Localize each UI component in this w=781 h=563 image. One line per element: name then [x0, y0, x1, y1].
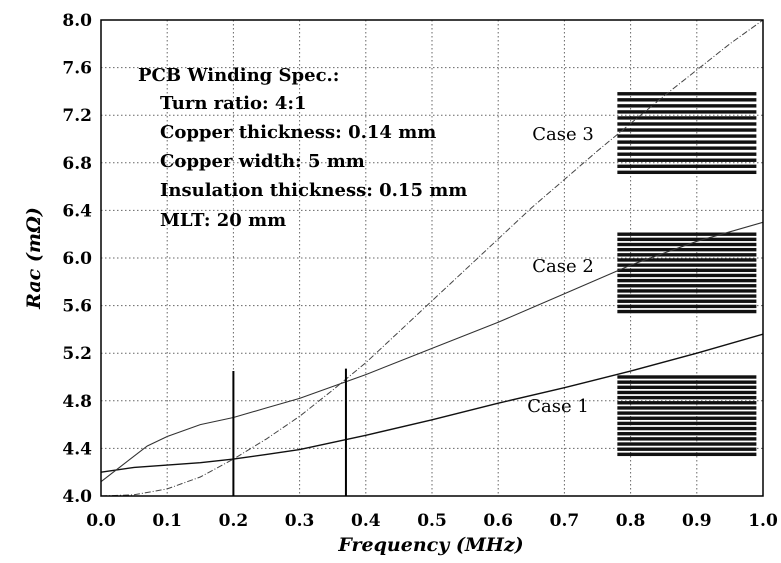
winding-layer: [617, 294, 757, 298]
winding-layer: [617, 164, 757, 168]
y-tick-label: 5.6: [62, 297, 92, 317]
x-tick-label: 0.0: [86, 511, 116, 531]
winding-layer: [617, 140, 757, 144]
winding-layer: [617, 375, 757, 379]
winding-layer: [617, 390, 757, 395]
marker-lines: [232, 368, 347, 496]
winding-layer: [617, 128, 757, 132]
winding-layer: [617, 152, 757, 156]
x-tick-label: 0.1: [152, 511, 182, 531]
winding-layer: [617, 232, 757, 236]
winding-layer: [617, 406, 757, 410]
winding-layer: [617, 304, 757, 309]
winding-layer: [617, 426, 757, 431]
case-label: Case 2: [532, 256, 594, 277]
winding-layer: [617, 146, 757, 150]
y-tick-label: 4.4: [62, 439, 92, 459]
winding-layer: [617, 421, 757, 426]
winding-layer: [617, 253, 757, 257]
winding-layer: [617, 380, 757, 384]
x-tick-label: 0.4: [351, 511, 381, 531]
winding-layer: [617, 416, 757, 420]
y-tick-label: 5.2: [62, 344, 92, 364]
x-tick-label: 0.3: [285, 511, 315, 531]
winding-layer: [617, 447, 757, 451]
winding-layer: [617, 122, 757, 126]
spec-title: PCB Winding Spec.:: [138, 65, 339, 86]
spec-line: Copper width: 5 mm: [160, 151, 365, 172]
x-tick-label: 0.9: [682, 511, 712, 531]
winding-layer: [617, 284, 757, 288]
x-tick-label: 0.2: [219, 511, 249, 531]
y-tick-label: 7.2: [62, 106, 92, 126]
spec-line: Copper thickness: 0.14 mm: [160, 122, 436, 143]
winding-layer: [617, 263, 757, 267]
x-tick-label: 0.5: [417, 511, 447, 531]
winding-layer: [617, 116, 757, 120]
y-tick-label: 4.0: [62, 487, 92, 507]
y-tick-label: 8.0: [62, 11, 92, 31]
winding-layer: [617, 452, 757, 457]
winding-layer: [617, 268, 757, 272]
winding-layer: [617, 158, 757, 162]
winding-layer: [617, 442, 757, 446]
x-tick-label: 0.8: [616, 511, 646, 531]
x-axis-label: Frequency (MHz): [337, 534, 523, 556]
winding-stacks: [617, 92, 757, 457]
winding-layer: [617, 110, 757, 114]
x-tick-label: 1.0: [748, 511, 778, 531]
winding-layer: [617, 309, 757, 314]
winding-layer: [617, 104, 757, 108]
y-tick-label: 6.8: [62, 154, 92, 174]
case-label: Case 3: [532, 124, 594, 145]
spec-line: Insulation thickness: 0.15 mm: [160, 180, 467, 201]
winding-layer: [617, 92, 757, 96]
winding-layer: [617, 273, 757, 278]
spec-line: Turn ratio: 4:1: [160, 93, 307, 114]
winding-layer: [617, 437, 757, 441]
winding-layer: [617, 401, 757, 405]
y-tick-label: 6.4: [62, 201, 92, 221]
series-lines: [100, 19, 764, 497]
spec-box: PCB Winding Spec.: Turn ratio: 4:1 Coppe…: [138, 65, 467, 231]
series-line-case-2: [100, 221, 764, 483]
y-tick-label: 4.8: [62, 392, 92, 412]
winding-layer: [617, 411, 757, 415]
series-line-case-1: [100, 333, 764, 473]
winding-layer: [617, 258, 757, 262]
x-tick-labels: 0.0 0.1 0.2 0.3 0.4 0.5 0.6 0.7 0.8 0.9 1.0: [86, 511, 778, 531]
y-tick-labels: 4.0 4.4 4.8 5.2 5.6 6.0 6.4 6.8 7.2 7.6 8.0: [62, 11, 92, 507]
winding-layer: [617, 395, 757, 400]
winding-layer: [617, 247, 757, 252]
case-labels: Case 1 Case 2 Case 3: [527, 124, 594, 417]
plot-frame: [100, 19, 764, 497]
winding-layer: [617, 237, 757, 242]
winding-layer: [617, 170, 757, 175]
winding-layer: [617, 134, 757, 138]
x-tick-label: 0.6: [483, 511, 513, 531]
winding-layer: [617, 98, 757, 102]
winding-layer: [617, 385, 757, 390]
case-label: Case 1: [527, 396, 589, 417]
winding-layer: [617, 278, 757, 283]
winding-layer: [617, 299, 757, 303]
y-tick-label: 6.0: [62, 249, 92, 269]
x-tick-label: 0.7: [550, 511, 580, 531]
y-axis-label: Rac (mΩ): [23, 207, 45, 310]
winding-layer: [617, 289, 757, 293]
series-line-case-3: [100, 19, 764, 497]
spec-line: MLT: 20 mm: [160, 210, 286, 231]
winding-layer: [617, 432, 757, 436]
y-tick-label: 7.6: [62, 59, 92, 79]
